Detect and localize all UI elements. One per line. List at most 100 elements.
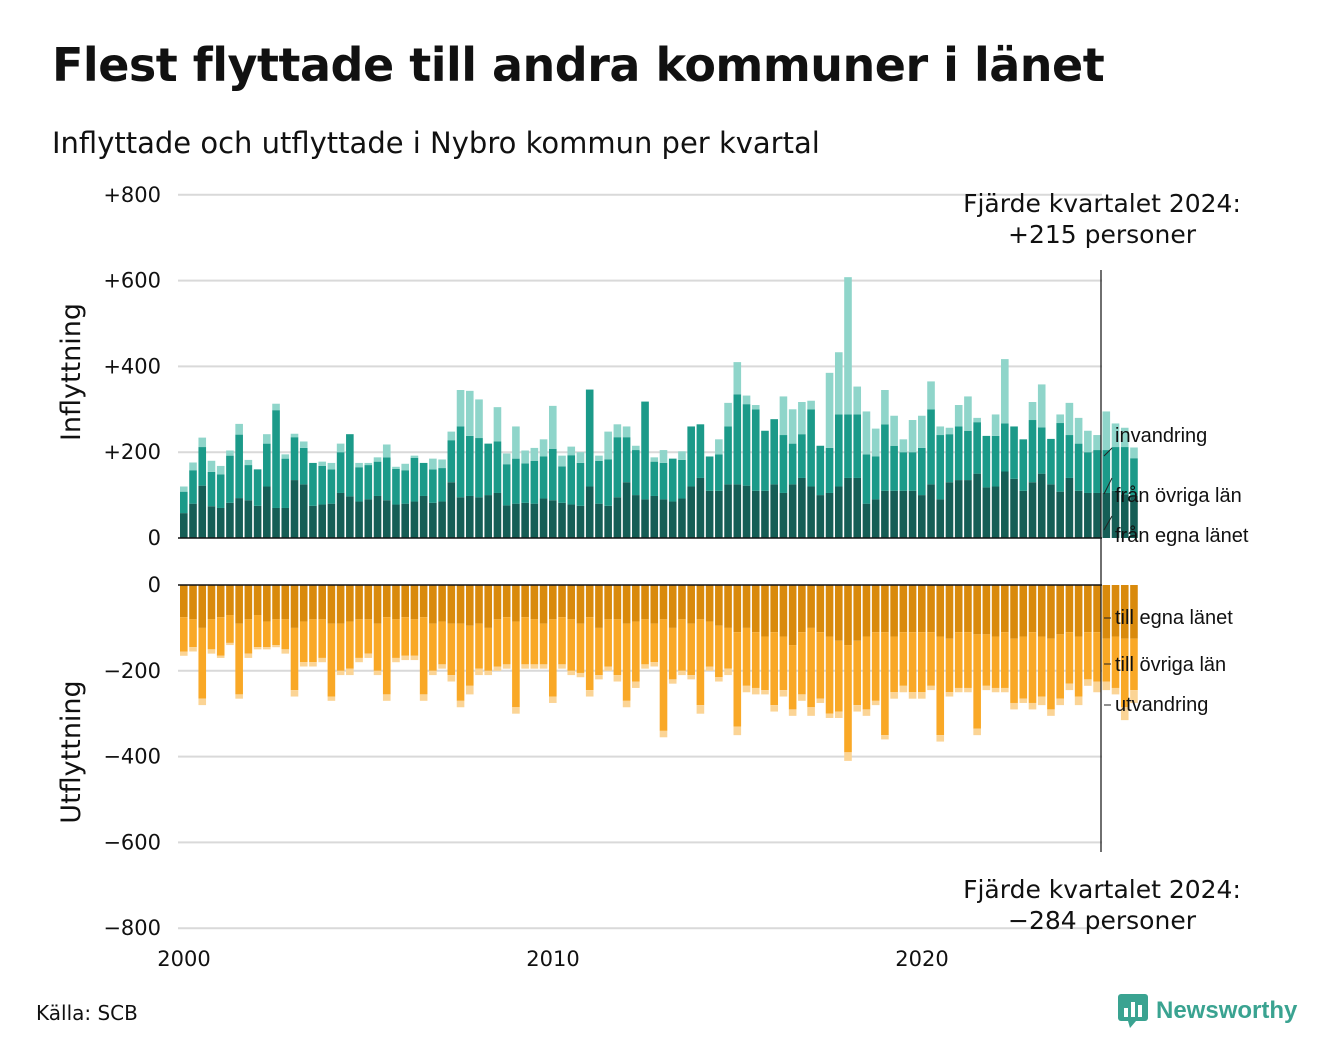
bar-out-emi [724, 668, 732, 676]
bar-in-own [530, 503, 539, 538]
bar-out-emi [1019, 698, 1028, 703]
bar-out-other [327, 623, 336, 697]
bar-in-other [1074, 443, 1083, 491]
bar-in-own [1028, 482, 1037, 538]
bar-in-other [1019, 439, 1028, 491]
bar-out-emi [189, 647, 197, 652]
bar-in-own [290, 480, 299, 538]
bar-in-other [1120, 447, 1129, 495]
bar-in-imm [715, 439, 723, 455]
bar-out-emi [954, 687, 963, 693]
bar-out-other [226, 615, 234, 643]
bar-out-emi [484, 670, 493, 676]
bar-in-own [945, 482, 954, 538]
bar-in-own [309, 505, 317, 538]
bar-out-other [964, 632, 972, 688]
bar-in-imm [798, 402, 806, 435]
bar-out-own [604, 585, 612, 620]
bar-out-other [834, 640, 843, 712]
y-tick-label-bottom: −200 [103, 659, 161, 683]
bar-out-own [742, 585, 751, 628]
bar-in-other [715, 454, 723, 491]
bar-out-other [539, 623, 548, 665]
bar-out-own [687, 585, 695, 624]
bar-out-other [475, 623, 483, 669]
bar-in-other [419, 462, 428, 496]
series-label-bottom: till övriga län [1115, 654, 1226, 676]
bar-in-own [659, 499, 668, 538]
bar-out-other [558, 617, 566, 665]
y-tick-label-top: +600 [103, 269, 161, 293]
bar-out-emi [834, 711, 843, 718]
bar-in-other [447, 440, 456, 483]
bar-in-own [1102, 492, 1111, 538]
bar-out-own [1019, 585, 1028, 637]
bar-in-own [438, 501, 446, 538]
bar-out-emi [973, 728, 981, 736]
bar-out-other [1120, 638, 1129, 708]
bar-in-own [724, 484, 732, 539]
bar-in-own [281, 507, 290, 538]
bar-out-other [419, 617, 428, 695]
bar-in-other [290, 437, 299, 481]
series-label-top: från egna länet [1115, 525, 1249, 547]
bar-out-own [392, 585, 400, 620]
bar-out-emi [235, 694, 243, 699]
bar-in-imm [438, 459, 446, 469]
bar-in-own [355, 501, 363, 538]
x-tick-label: 2020 [895, 947, 948, 971]
bar-in-other [438, 468, 446, 502]
bar-in-other [742, 404, 751, 486]
bar-in-own [982, 487, 991, 538]
bar-out-other [733, 632, 742, 727]
label-leader-top [1103, 477, 1113, 495]
bar-in-other [973, 422, 981, 474]
bar-in-imm [299, 441, 308, 448]
bar-out-emi [456, 700, 465, 708]
bar-out-other [346, 621, 354, 669]
bar-in-imm [613, 424, 622, 438]
bar-out-emi [1028, 702, 1037, 710]
bar-out-own [844, 585, 852, 646]
bar-out-other [918, 632, 926, 693]
bar-out-other [641, 619, 649, 665]
bar-out-emi [1130, 690, 1138, 703]
bar-out-emi [1037, 696, 1046, 706]
bar-out-emi [1093, 681, 1101, 693]
label-leader-top [1103, 447, 1113, 457]
bar-out-own [567, 585, 576, 620]
bar-in-own [521, 502, 529, 538]
bar-in-own [1074, 490, 1083, 538]
bar-in-other [207, 471, 216, 507]
bar-out-emi [253, 647, 262, 650]
bar-in-imm [927, 381, 935, 410]
bar-in-other [180, 491, 188, 514]
bar-out-own [1120, 585, 1129, 639]
bar-out-other [336, 623, 345, 671]
bar-in-imm [604, 431, 612, 460]
bar-in-other [641, 401, 649, 500]
bar-out-own [198, 585, 207, 628]
bar-in-other [1102, 450, 1111, 493]
chart-title: Flest flyttade till andra kommuner i län… [52, 38, 1105, 92]
bar-in-imm [244, 459, 253, 466]
bar-out-other [198, 627, 207, 699]
bar-out-other [355, 619, 363, 658]
bar-out-other [364, 619, 373, 654]
bar-out-own [253, 585, 262, 616]
bar-out-own [1102, 585, 1111, 639]
bar-in-imm [567, 446, 576, 456]
bar-in-imm [549, 405, 557, 449]
bar-in-own [585, 486, 594, 538]
bar-out-own [1093, 585, 1101, 633]
bar-out-other [290, 627, 299, 691]
bar-out-own [235, 585, 243, 624]
bar-in-other [881, 424, 889, 491]
bar-in-imm [1120, 427, 1129, 448]
bar-in-imm [272, 403, 280, 411]
bar-in-own [890, 490, 898, 538]
y-tick-label-bottom: −400 [103, 745, 161, 769]
bar-in-own [761, 490, 769, 538]
bar-out-own [954, 585, 963, 633]
bar-in-other [1065, 435, 1074, 478]
